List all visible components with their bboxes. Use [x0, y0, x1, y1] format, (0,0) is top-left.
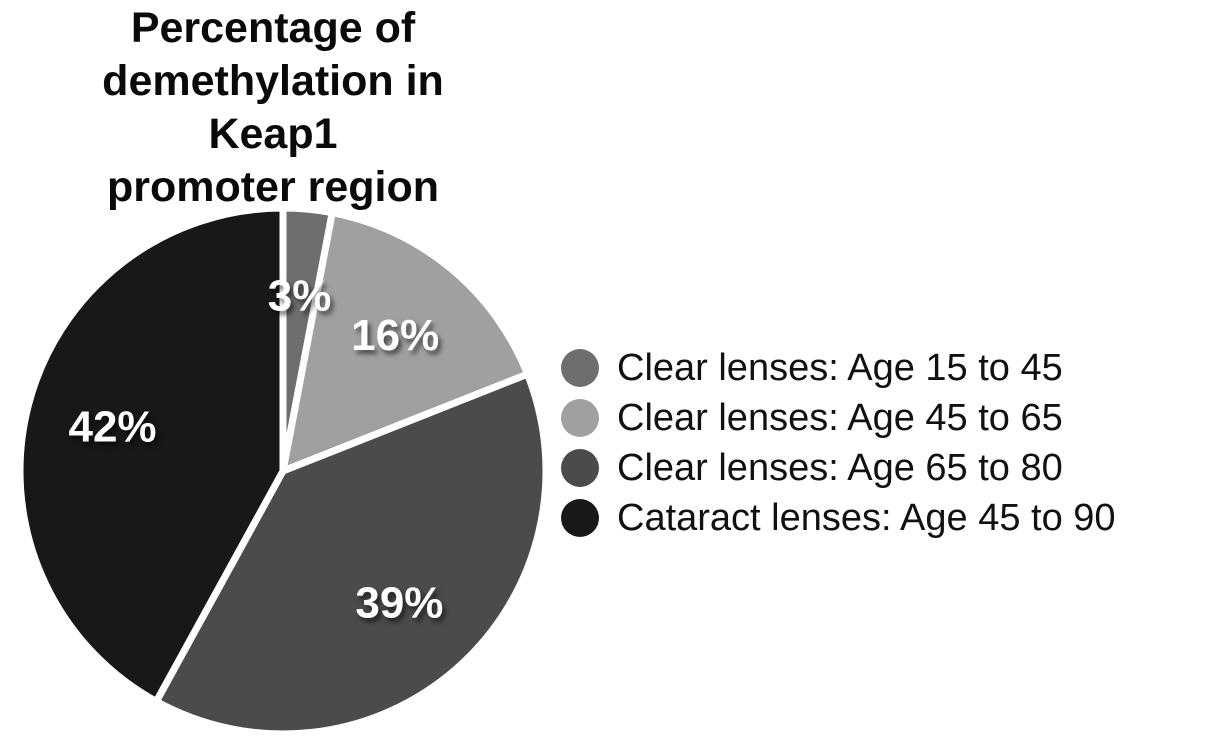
chart-title-line-1: Percentage of: [130, 4, 416, 52]
legend-item: Clear lenses: Age 65 to 80: [561, 443, 1116, 493]
pie-slice: [16, 204, 287, 707]
chart-title-line-3: promoter region: [106, 163, 440, 211]
pie-chart: 3% 16% 39% 42%: [16, 204, 550, 738]
legend-label: Clear lenses: Age 15 to 45: [617, 346, 1063, 389]
legend-item: Clear lenses: Age 15 to 45: [561, 343, 1116, 393]
legend: Clear lenses: Age 15 to 45 Clear lenses:…: [561, 343, 1116, 543]
legend-label: Clear lenses: Age 45 to 65: [617, 396, 1063, 439]
legend-item: Clear lenses: Age 45 to 65: [561, 393, 1116, 443]
legend-swatch-circle: [561, 349, 599, 387]
legend-label: Cataract lenses: Age 45 to 90: [617, 496, 1116, 539]
slice-percentage-label: 39%: [355, 579, 443, 628]
pie-slice: [278, 208, 533, 477]
legend-item: Cataract lenses: Age 45 to 90: [561, 493, 1116, 543]
slice-percentage-label: 16%: [351, 311, 439, 360]
legend-swatch-circle: [561, 499, 599, 537]
pie-slice: [151, 369, 550, 738]
legend-label: Clear lenses: Age 65 to 80: [617, 446, 1063, 489]
legend-swatch-circle: [561, 399, 599, 437]
legend-swatch-circle: [561, 449, 599, 487]
chart-title: Percentage of demethylation in Keap1 pro…: [40, 2, 506, 214]
slice-percentage-label: 42%: [68, 403, 156, 452]
chart-title-line-2: demethylation in Keap1: [102, 57, 444, 158]
slice-percentage-label: 3%: [268, 271, 332, 320]
